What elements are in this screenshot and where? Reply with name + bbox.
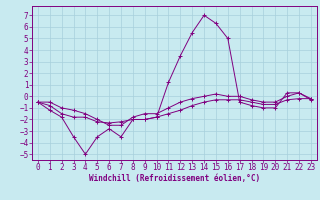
X-axis label: Windchill (Refroidissement éolien,°C): Windchill (Refroidissement éolien,°C)	[89, 174, 260, 183]
